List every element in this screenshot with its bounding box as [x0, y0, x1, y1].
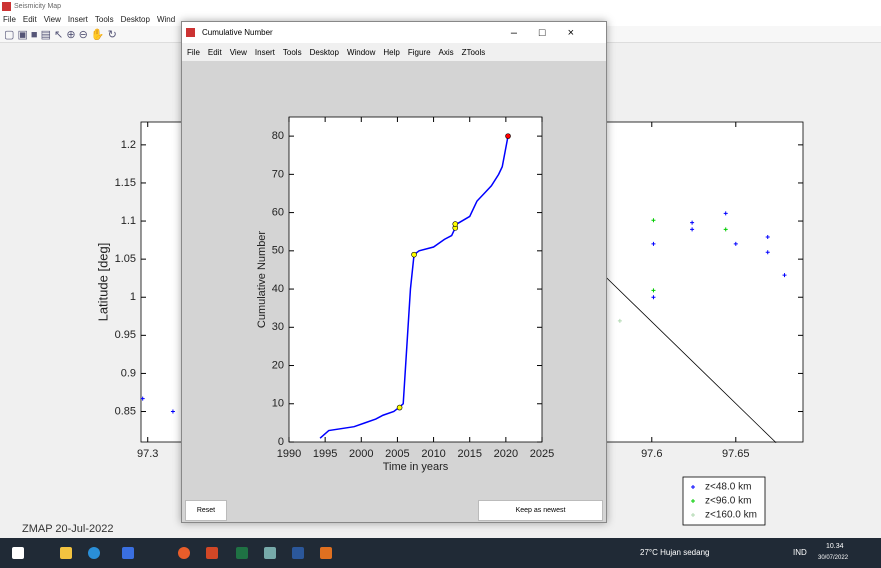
x-tick-label: 2020 — [494, 448, 518, 460]
title-text: Cumulative Number — [202, 28, 273, 37]
y-tick-label: 1 — [130, 291, 136, 303]
highlight-marker — [453, 222, 458, 227]
start-button[interactable] — [12, 547, 24, 559]
highlight-marker — [397, 405, 402, 410]
y-tick-label: 0.85 — [115, 405, 136, 417]
highlight-marker — [506, 134, 511, 139]
y-tick-label: 1.15 — [115, 177, 136, 189]
x-tick-label: 97.65 — [722, 448, 750, 460]
x-tick-label: 97.3 — [137, 448, 158, 460]
menu-item[interactable]: Tools — [95, 15, 114, 24]
y-tick-label: 1.05 — [115, 253, 136, 265]
legend-label: z<160.0 km — [705, 510, 757, 521]
menu-item[interactable]: Tools — [283, 48, 302, 57]
app-icon[interactable] — [88, 547, 100, 559]
y-tick-label: 1.2 — [121, 139, 136, 151]
y-tick-label: 60 — [272, 206, 284, 218]
app-icon — [186, 28, 195, 37]
app-icon[interactable] — [292, 547, 304, 559]
y-tick-label: 20 — [272, 359, 284, 371]
menu-item[interactable]: View — [230, 48, 247, 57]
x-tick-label: 2025 — [530, 448, 554, 460]
x-tick-label: 97.6 — [641, 448, 662, 460]
y-tick-label: 70 — [272, 168, 284, 180]
cumulative-chart: 1990 1995 2000 2005 2010 2015 2020 2025 0 10 20 30 4… — [182, 61, 606, 497]
window-controls[interactable]: –□× — [511, 27, 596, 39]
menu-item[interactable]: ZTools — [462, 48, 486, 57]
popup-window: Cumulative Number –□× File Edit View Insert… — [181, 21, 607, 523]
x-tick-label: 2000 — [349, 448, 373, 460]
clock-date[interactable]: 30/07/2022 — [818, 555, 848, 561]
legend-label: z<48.0 km — [705, 482, 751, 493]
language[interactable]: IND — [793, 548, 807, 557]
x-tick-label: 2010 — [421, 448, 445, 460]
window-title: Cumulative Number –□× — [182, 22, 606, 43]
y-axis-label: Cumulative Number — [256, 231, 268, 329]
y-tick-label: 0.95 — [115, 329, 136, 341]
y-tick-label: 0.9 — [121, 367, 136, 379]
x-axis-label: Time in years — [383, 461, 449, 473]
weather[interactable]: 27°C Hujan sedang — [640, 548, 709, 557]
y-tick-label: 30 — [272, 321, 284, 333]
menu-item[interactable]: Help — [383, 48, 399, 57]
toolbar-icons[interactable]: ▢ ▣ ■ ▤ ↖ ⊕ ⊖ ✋ ↻ — [4, 28, 117, 41]
menu-item[interactable]: Insert — [255, 48, 275, 57]
menu-item[interactable]: Edit — [208, 48, 222, 57]
menu-item[interactable]: Wind — [157, 15, 175, 24]
app-icon[interactable] — [264, 547, 276, 559]
menu-item[interactable]: View — [44, 15, 61, 24]
y-tick-label: 50 — [272, 245, 284, 257]
app-icon[interactable] — [178, 547, 190, 559]
app-icon — [2, 2, 11, 11]
y-tick-label: 80 — [272, 130, 284, 142]
footer-text: ZMAP 20-Jul-2022 — [22, 523, 114, 535]
menu-item[interactable]: Insert — [68, 15, 88, 24]
y-tick-label: 0 — [278, 436, 284, 448]
app-icon[interactable] — [60, 547, 72, 559]
reset-button[interactable]: Reset — [185, 500, 227, 521]
menu-item[interactable]: Window — [347, 48, 375, 57]
legend-label: z<96.0 km — [705, 496, 751, 507]
app-icon[interactable] — [122, 547, 134, 559]
highlight-marker — [412, 252, 417, 257]
app-icon[interactable] — [206, 547, 218, 559]
app-icon[interactable] — [320, 547, 332, 559]
menu-item[interactable]: Desktop — [121, 15, 150, 24]
keep-button[interactable]: Keep as newest — [478, 500, 603, 521]
y-axis-label: Latitude [deg] — [95, 243, 110, 322]
taskbar: 27°C Hujan sedang IND 10.34 30/07/2022 — [0, 538, 881, 568]
menu-item[interactable]: File — [3, 15, 16, 24]
y-tick-label: 1.1 — [121, 215, 136, 227]
window-title: Seismicity Map — [0, 0, 881, 13]
page: Seismicity Map File Edit View Insert Tools De… — [0, 0, 881, 568]
x-tick-label: 1995 — [313, 448, 337, 460]
title-text: Seismicity Map — [14, 3, 61, 10]
menu-item[interactable]: File — [187, 48, 200, 57]
menu-item[interactable]: Axis — [439, 48, 454, 57]
menu-item[interactable]: Desktop — [310, 48, 339, 57]
x-tick-label: 2005 — [385, 448, 409, 460]
y-tick-label: 10 — [272, 398, 284, 410]
menu-item[interactable]: Edit — [23, 15, 37, 24]
x-tick-label: 2015 — [457, 448, 481, 460]
clock-time[interactable]: 10.34 — [826, 543, 844, 550]
app-icon[interactable] — [236, 547, 248, 559]
plot-area — [289, 117, 542, 442]
menu-bar: File Edit View Insert Tools Desktop Window Help… — [182, 43, 606, 61]
y-tick-label: 40 — [272, 283, 284, 295]
menu-item[interactable]: Figure — [408, 48, 431, 57]
x-tick-label: 1990 — [277, 448, 301, 460]
